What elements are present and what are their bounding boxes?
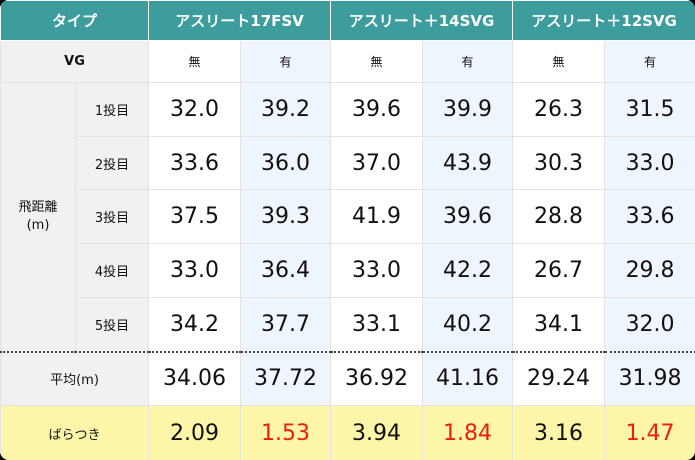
value-cell: 37.0 [330,136,424,190]
table-row: 4投目 33.0 36.4 33.0 42.2 26.7 29.8 [1,243,695,298]
value-cell: 29.8 [604,243,695,298]
value-cell: 33.0 [148,243,242,298]
header-cell: アスリート＋14SVG [330,0,514,41]
value-cell: 31.98 [604,350,695,406]
value-cell: 1.53 [240,405,332,460]
value-cell: 39.2 [240,82,332,137]
value-cell: 37.72 [240,350,332,406]
value-cell: 41.16 [422,350,514,406]
value-cell: 30.3 [512,136,606,190]
value-cell: 33.6 [148,136,242,190]
value-cell: 33.1 [330,297,424,352]
value-cell: 42.2 [422,243,514,298]
row-label: 1投目 [74,82,150,137]
value-cell: 26.7 [512,243,606,298]
value-cell: 37.7 [240,297,332,352]
header-cell: アスリート17FSV [148,0,332,41]
value-cell: 3.16 [512,405,606,460]
value-cell: 29.24 [512,350,606,406]
value-cell: 40.2 [422,297,514,352]
row-label: 2投目 [74,136,150,190]
table-row: 5投目 34.2 37.7 33.1 40.2 34.1 32.0 [1,297,695,352]
value-cell: 28.8 [512,189,606,244]
row-label: 4投目 [74,243,150,298]
table-row: 平均(m) 34.06 37.72 36.92 41.16 29.24 31.98 [0,350,695,406]
value-cell: 34.2 [148,297,242,352]
table-row: 3投目 37.5 39.3 41.9 39.6 28.8 33.6 [1,189,695,244]
table-row: 2投目 33.6 36.0 37.0 43.9 30.3 33.0 [1,136,695,190]
value-cell: 36.92 [330,350,424,406]
value-cell: 2.09 [148,405,242,460]
value-cell: 34.06 [148,350,242,406]
table-row: ばらつき 2.09 1.53 3.94 1.84 3.16 1.47 [0,405,695,460]
row-label: 平均(m) [0,350,150,406]
value-cell: 32.0 [604,297,695,352]
value-cell: 41.9 [330,189,424,244]
value-cell: 36.4 [240,243,332,298]
header-cell: アスリート＋12SVG [512,0,695,41]
row-label: 3投目 [74,189,150,244]
table-row: VG 無有無有無有 [0,40,695,83]
row-label: 5投目 [74,297,150,352]
value-cell: 26.3 [512,82,606,137]
vg-cell: 有 [422,40,514,83]
vg-cell: 無 [148,40,242,83]
value-cell: 39.6 [422,189,514,244]
vg-cell: 無 [512,40,606,83]
row-group-label: 飛距離 (m) [0,82,76,352]
value-cell: 39.6 [330,82,424,137]
value-cell: 31.5 [604,82,695,137]
value-cell: 1.47 [604,405,695,460]
table-row: 飛距離 (m) 1投目 32.0 39.2 39.6 39.9 26.3 31.5 [0,82,695,352]
value-cell: 1.84 [422,405,514,460]
value-cell: 33.0 [330,243,424,298]
value-cell: 33.0 [604,136,695,190]
value-cell: 33.6 [604,189,695,244]
value-cell: 36.0 [240,136,332,190]
header-cell: タイプ [0,0,150,41]
value-cell: 43.9 [422,136,514,190]
value-cell: 32.0 [148,82,242,137]
row-label: ばらつき [0,405,150,460]
value-cell: 39.9 [422,82,514,137]
row-label: VG [0,40,150,83]
vg-cell: 有 [240,40,332,83]
vg-cell: 無 [330,40,424,83]
value-cell: 3.94 [330,405,424,460]
table-row: タイプ アスリート17FSV アスリート＋14SVG アスリート＋12SVG [0,0,695,41]
value-cell: 37.5 [148,189,242,244]
value-cell: 34.1 [512,297,606,352]
vg-cell: 有 [604,40,695,83]
value-cell: 39.3 [240,189,332,244]
